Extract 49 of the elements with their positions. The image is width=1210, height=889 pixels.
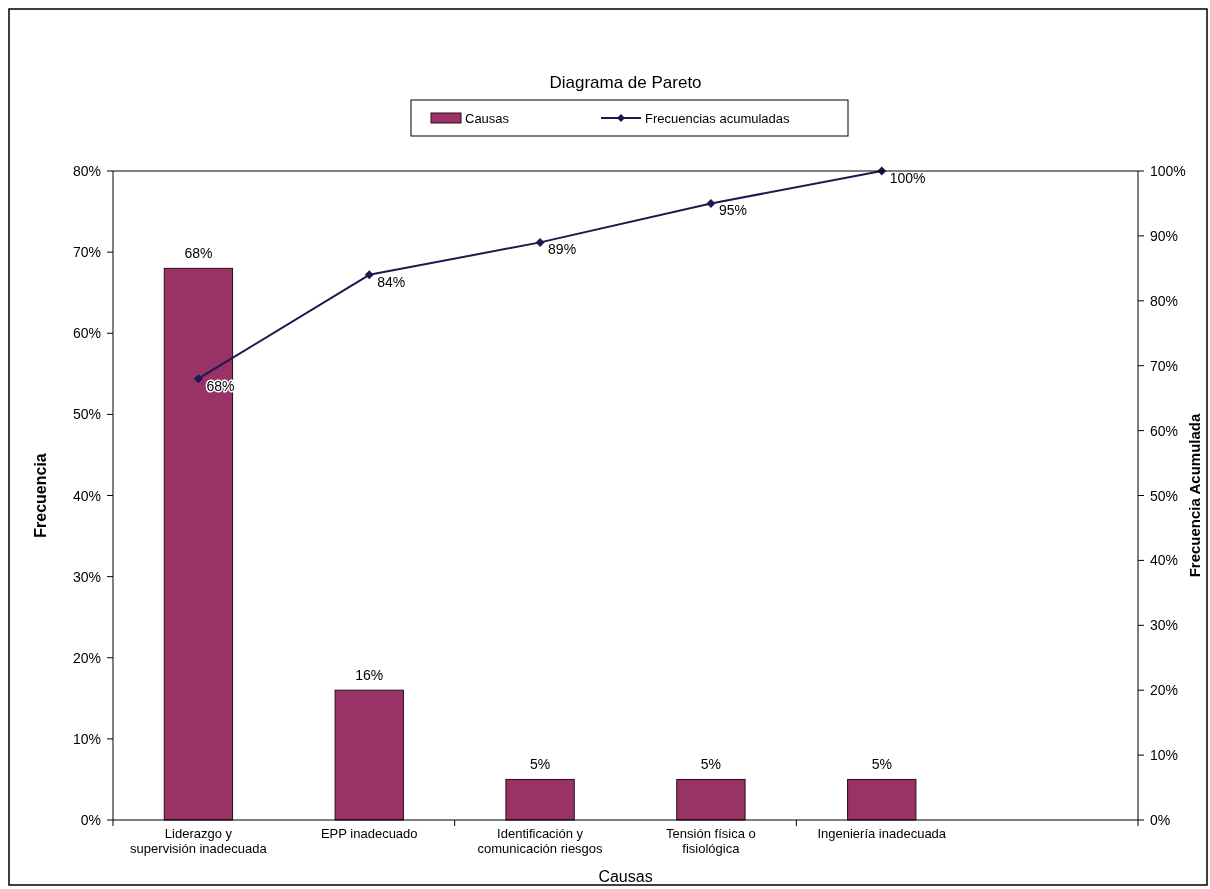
legend-label: Frecuencias acumuladas [645, 111, 791, 126]
y2-tick-label: 50% [1150, 487, 1179, 504]
legend-label: Causas [465, 111, 510, 126]
y-tick-label: 30% [72, 568, 101, 585]
bar [505, 778, 575, 821]
x-tick-label: Tensión física o fisiológica [666, 826, 756, 856]
y2-tick-label: 100% [1150, 163, 1186, 179]
data-label: 5% [871, 756, 892, 773]
y2-tick-label: 90% [1150, 227, 1179, 244]
y-tick-label: 50% [72, 406, 101, 423]
y-tick-label: 0% [80, 812, 101, 828]
data-label: 16% [355, 667, 384, 684]
x-tick-label: Ingeniería inadecuada [817, 826, 947, 841]
data-label: 95% [718, 202, 747, 219]
y-tick-label: 70% [72, 244, 101, 261]
data-label: 100% [889, 170, 926, 186]
point [706, 198, 716, 208]
x-tick-label: EPP inadecuado [320, 826, 418, 841]
y-tick-label: 10% [72, 730, 101, 747]
point [364, 270, 374, 280]
bar [334, 689, 404, 821]
data-label: 89% [548, 241, 577, 258]
x-tick-label: Liderazgo y supervisión inadecuada [130, 826, 268, 856]
x-axis-title: Causas [598, 868, 653, 885]
y2-tick-label: 60% [1150, 422, 1179, 439]
data-label: 68% [184, 245, 213, 262]
point [535, 237, 545, 247]
bar [163, 267, 234, 821]
y-tick-label: 20% [72, 649, 101, 666]
chart-title: Diagrama de Pareto [549, 73, 702, 92]
y2-tick-label: 80% [1150, 292, 1179, 309]
y2-tick-label: 0% [1150, 812, 1171, 828]
point [193, 374, 203, 384]
bar [676, 778, 746, 821]
y2-axis-title: Frecuencia Acumulada [1186, 413, 1203, 578]
y2-tick-label: 70% [1150, 357, 1179, 374]
y2-tick-label: 10% [1150, 747, 1179, 764]
y-tick-label: 40% [72, 487, 101, 504]
y2-tick-label: 40% [1150, 552, 1179, 569]
data-label: 5% [529, 756, 551, 773]
data-label: 84% [377, 273, 406, 290]
y2-tick-label: 20% [1150, 682, 1179, 699]
bar [847, 778, 917, 821]
x-tick-label: Identificación y comunicación riesgos [477, 826, 604, 856]
data-label: 5% [700, 756, 722, 773]
y-tick-label: 60% [72, 325, 101, 342]
y-axis-title: Frecuencia [32, 453, 49, 538]
y-tick-label: 80% [72, 163, 101, 179]
y2-tick-label: 30% [1150, 617, 1179, 634]
